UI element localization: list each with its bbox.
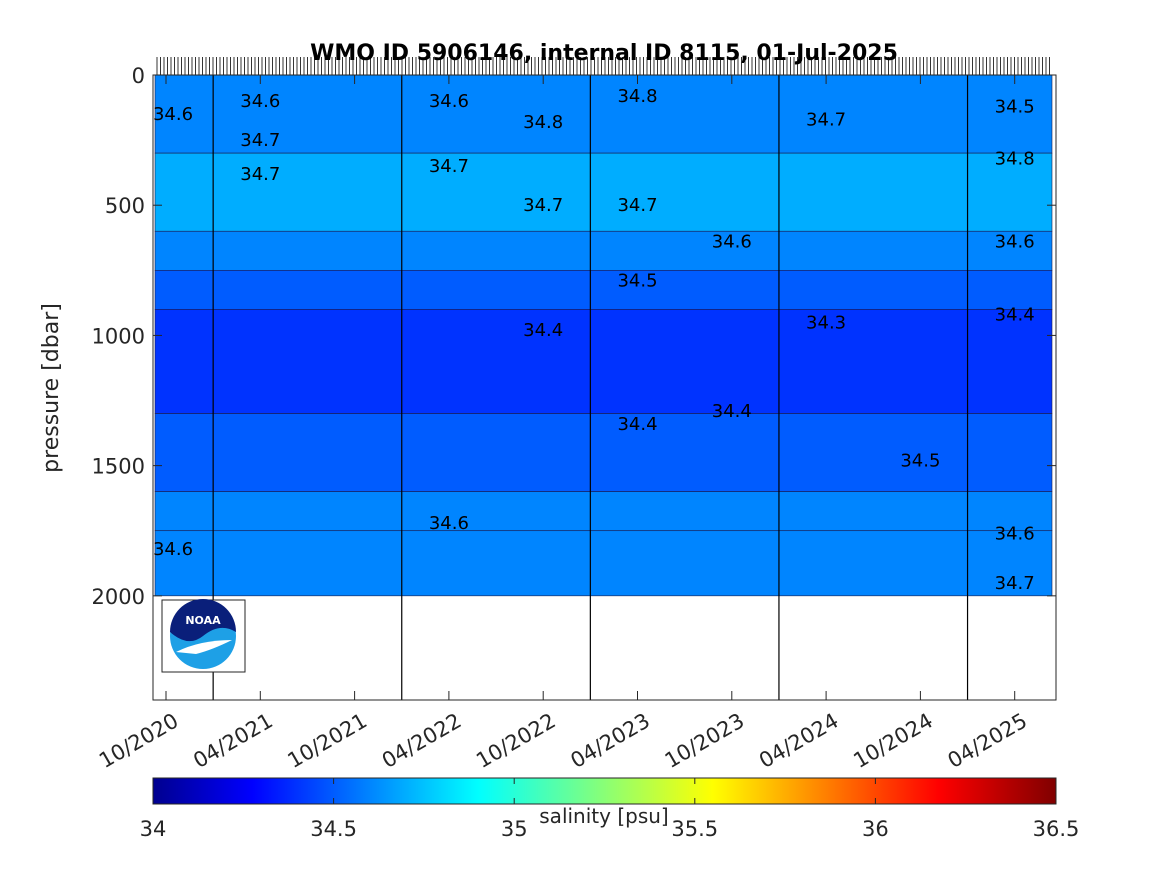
contour-label-25: 34.7 [995,573,1035,594]
contour-label-11: 34.5 [617,271,657,292]
salinity-band-3 [154,270,1053,310]
contour-label-17: 34.8 [995,148,1035,169]
colorbar-tick-label-0: 34 [140,817,167,841]
contour-label-16: 34.6 [995,232,1035,253]
salinity-band-4 [154,309,1053,414]
contour-label-22: 34.6 [429,513,469,534]
contour-label-4: 34.6 [429,91,469,112]
contour-label-23: 34.6 [153,539,193,560]
year-separator-lines [212,75,969,700]
x-tick-label-9: 04/2025 [944,709,1032,773]
x-tick-label-3: 04/2022 [378,709,466,773]
colorbar-tick-label-1: 34.5 [310,817,357,841]
contour-label-6: 34.8 [523,112,563,133]
contour-label-9: 34.7 [617,195,657,216]
contour-labels: 34.6 34.6 34.7 34.7 34.6 34.7 34.8 34.7 34.8 34.7… [153,86,1035,594]
y-tick-label-3: 1500 [92,455,145,479]
contour-label-12: 34.4 [523,320,563,341]
salinity-band-7 [154,530,1053,597]
x-tick-label-8: 10/2024 [849,709,937,773]
y-axis-ticks: 0 500 1000 1500 2000 [92,64,1056,609]
contour-label-2: 34.7 [240,130,280,151]
y-tick-label-0: 0 [132,64,145,88]
salinity-band-6 [154,491,1053,532]
salinity-band-0 [154,75,1053,154]
noaa-logo-text: NOAA [185,614,221,627]
y-tick-label-1: 500 [105,194,145,218]
profile-tick-marks [156,57,1050,75]
colorbar-tick-label-4: 36 [862,817,889,841]
contour-label-15: 34.4 [995,305,1035,326]
chart-title: WMO ID 5906146, internal ID 8115, 01-Jul… [310,41,898,66]
contour-label-21: 34.5 [900,450,940,471]
contour-label-13: 34.3 [806,312,846,333]
contour-label-1: 34.6 [240,91,280,112]
contour-label-24: 34.6 [995,523,1035,544]
y-axis-label: pressure [dbar] [39,303,64,473]
colorbar-tick-label-3: 35.5 [671,817,718,841]
contour-label-7: 34.7 [523,195,563,216]
x-tick-label-5: 04/2023 [566,709,654,773]
contour-label-8: 34.8 [617,86,657,107]
x-tick-label-4: 10/2022 [472,709,560,773]
contour-label-19: 34.4 [712,401,752,422]
x-tick-label-6: 10/2023 [661,709,749,773]
colorbar [152,777,1057,805]
contour-label-14: 34.7 [806,109,846,130]
contour-label-5: 34.7 [429,156,469,177]
contour-label-10: 34.6 [712,232,752,253]
colorbar-tick-label-5: 36.5 [1033,817,1080,841]
y-tick-label-2: 1000 [92,324,145,348]
contour-label-20: 34.4 [617,414,657,435]
contour-label-0: 34.6 [153,104,193,125]
salinity-band-1 [154,152,1053,232]
colorbar-tick-label-2: 35 [501,817,528,841]
salinity-bands [154,75,1053,597]
x-tick-label-2: 10/2021 [284,709,372,773]
contour-label-18: 34.5 [995,96,1035,117]
x-tick-label-1: 04/2021 [189,709,277,773]
plot-frame [152,74,1057,701]
noaa-logo: NOAA [161,599,246,673]
x-tick-label-7: 04/2024 [755,709,843,773]
x-tick-label-0: 10/2020 [95,709,183,773]
colorbar-label: salinity [psu] [539,804,668,828]
salinity-band-5 [154,413,1053,492]
salinity-band-2 [154,230,1053,271]
colorbar-ticks: 34 34.5 35 35.5 36 36.5 [140,778,1080,841]
y-tick-label-4: 2000 [92,585,145,609]
contour-label-3: 34.7 [240,164,280,185]
